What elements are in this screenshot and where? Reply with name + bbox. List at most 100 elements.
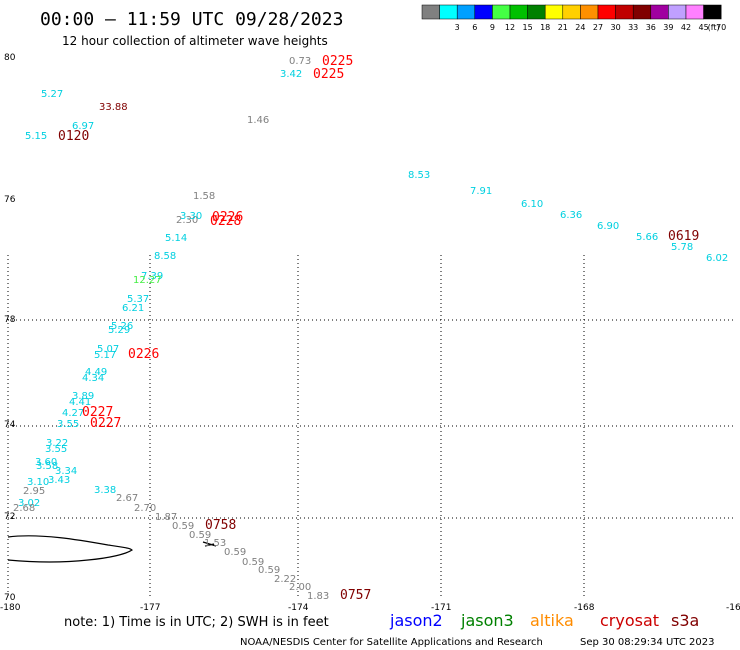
- latitude-labels: 80 76 78 74 72 70: [4, 53, 16, 603]
- wave-height-label: 6.10: [521, 199, 543, 210]
- wave-height-label: 0.59: [189, 530, 211, 541]
- legend-label: 36: [646, 23, 656, 32]
- wave-height-label: 4.27: [62, 408, 84, 419]
- legend-label: 33: [628, 23, 638, 32]
- wave-height-label: 4.49: [85, 367, 107, 378]
- wave-height-label: 2.00: [289, 582, 311, 593]
- wave-height-label: 6.36: [560, 210, 582, 221]
- wave-height-label: 4.34: [82, 373, 104, 384]
- legend-swatch: [421, 4, 440, 20]
- lat-label: 74: [4, 420, 16, 430]
- lat-label: 70: [4, 593, 16, 603]
- satellite-name: cryosat: [600, 611, 659, 630]
- legend-swatch: [703, 4, 722, 20]
- wave-height-label: 3.58: [36, 461, 58, 472]
- legend-label: 24: [575, 23, 585, 32]
- pass-time-label: 0225: [322, 54, 353, 69]
- wave-height-label: 2.30: [176, 215, 198, 226]
- legend-label: 30: [611, 23, 621, 32]
- graticule: [7, 255, 733, 598]
- legend-label: 3: [455, 23, 460, 32]
- wave-height-label: 3.42: [280, 69, 302, 80]
- legend-swatch: [650, 4, 669, 20]
- pass-time-label: 0120: [58, 129, 89, 144]
- pass-time-label: 0758: [205, 518, 236, 533]
- map-subtitle: 12 hour collection of altimeter wave hei…: [62, 34, 328, 48]
- wave-height-label: 0.59: [242, 557, 264, 568]
- map-title: 00:00 – 11:59 UTC 09/28/2023: [40, 9, 343, 30]
- legend-swatch: [562, 4, 581, 20]
- longitude-labels: -180 -177 -174 -171 -168 -16: [0, 603, 740, 613]
- lat-label: 72: [4, 512, 15, 522]
- pass-time-label: 0619: [668, 229, 699, 244]
- wave-height-label: 1.53: [204, 538, 226, 549]
- wave-height-label: 3.30: [180, 211, 202, 222]
- satellite-name: s3a: [671, 611, 699, 630]
- lon-label: -177: [140, 603, 160, 613]
- lat-label: 76: [4, 195, 16, 205]
- wave-height-label: 3.02: [18, 498, 40, 509]
- wave-height-label: 3.38: [94, 485, 116, 496]
- lon-label: -168: [574, 603, 595, 613]
- legend-swatch: [685, 4, 704, 20]
- wave-height-label: 1.46: [247, 115, 269, 126]
- wave-height-label: 2.70: [134, 503, 156, 514]
- wave-height-label: 5.66: [636, 232, 658, 243]
- legend-swatch: [597, 4, 616, 20]
- wave-height-label: 8.58: [154, 251, 176, 262]
- legend-swatch: [615, 4, 634, 20]
- wave-height-label: 3.43: [48, 475, 70, 486]
- wave-height-label: 0.59: [224, 547, 246, 558]
- satellite-legend: jason2 jason3 altika cryosat s3a: [389, 611, 699, 630]
- wave-height-label: 0.59: [258, 565, 280, 576]
- legend-label: 42: [681, 23, 691, 32]
- generation-timestamp: Sep 30 08:29:34 UTC 2023: [580, 637, 714, 648]
- wave-height-label: 7.39: [141, 271, 163, 282]
- legend-swatch: [580, 4, 599, 20]
- pass-time-label: 0226: [128, 347, 159, 362]
- pass-time-label: 0228: [210, 214, 241, 229]
- wave-height-label: 5.27: [41, 89, 63, 100]
- wave-height-label: 6.02: [706, 253, 728, 264]
- wave-height-label: 2.95: [23, 486, 45, 497]
- wave-height-label: 6.97: [72, 121, 94, 132]
- wave-height-label: 2.22: [274, 574, 296, 585]
- legend-label: 21: [558, 23, 568, 32]
- wave-height-label: 0.73: [289, 56, 311, 67]
- legend-label: 12: [505, 23, 515, 32]
- pass-time-label: 0757: [340, 588, 371, 603]
- wave-height-legend: 3 6 9 12 15 18 21 24 27 30 33 36 39 42 45 70(ft): [421, 4, 726, 32]
- legend-swatch: [474, 4, 493, 20]
- legend-swatch: [544, 4, 564, 20]
- legend-label: 45: [699, 23, 709, 32]
- wave-height-label: 1.87: [155, 512, 177, 523]
- wave-height-label: 5.37: [127, 294, 149, 305]
- legend-unit: (ft): [708, 23, 720, 32]
- lon-label: -174: [288, 603, 309, 613]
- wave-height-label: 1.58: [193, 191, 215, 202]
- legend-label: 18: [540, 23, 550, 32]
- legend-swatch: [456, 4, 476, 20]
- legend-label: 15: [523, 23, 533, 32]
- legend-label: 70: [716, 23, 726, 32]
- legend-swatch: [632, 4, 652, 20]
- wave-height-label: 5.17: [94, 350, 116, 361]
- legend-label: 6: [472, 23, 477, 32]
- pass-time-label: 0225: [313, 67, 344, 82]
- wave-height-label: 5.14: [165, 233, 187, 244]
- lat-label: 78: [4, 315, 16, 325]
- wave-height-label: 8.53: [408, 170, 430, 181]
- wave-height-label: 2.68: [13, 503, 35, 514]
- pass-time-label: 0226: [212, 210, 243, 225]
- wave-height-label: 7.91: [470, 186, 492, 197]
- coastline-wrangel-island: [7, 535, 133, 563]
- wave-height-label: 3.34: [55, 466, 77, 477]
- wave-height-label: 12.27: [133, 275, 162, 286]
- satellite-name: jason2: [389, 611, 443, 630]
- lat-label: 80: [4, 53, 16, 63]
- pass-time-label: 0227: [82, 405, 113, 420]
- wave-height-label: 3.55: [45, 444, 67, 455]
- satellite-name: jason3: [460, 611, 514, 630]
